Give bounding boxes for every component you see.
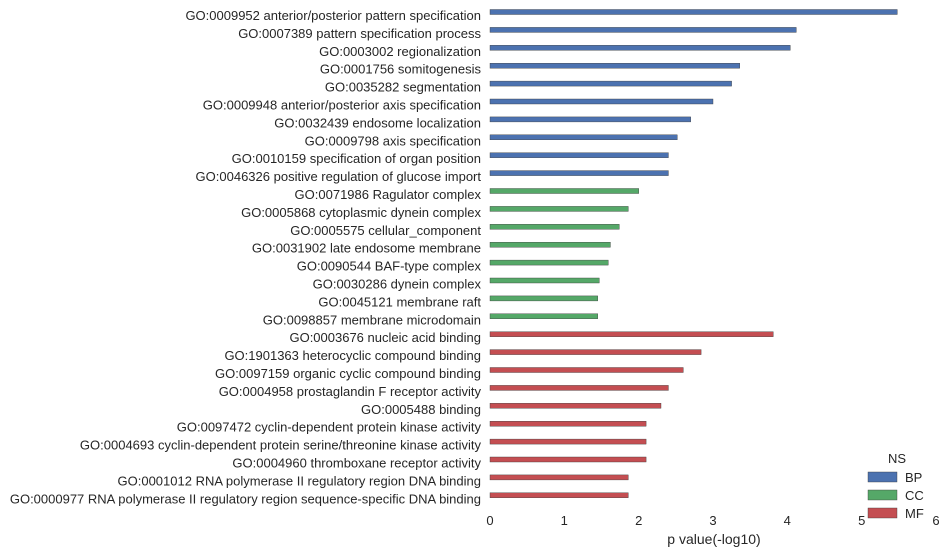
category-label: GO:0090544 BAF-type complex xyxy=(297,259,482,274)
category-label: GO:0031902 late endosome membrane xyxy=(252,241,481,256)
category-label: GO:0097159 organic cyclic compound bindi… xyxy=(215,366,481,381)
legend: NS BP CC MF xyxy=(867,451,924,521)
category-label: GO:0045121 membrane raft xyxy=(318,294,481,309)
legend-swatch-bp xyxy=(867,471,898,483)
x-tick-label: 3 xyxy=(709,513,716,528)
bar-cc xyxy=(489,313,599,319)
bar-bp xyxy=(489,152,669,158)
bar-mf xyxy=(489,421,647,427)
category-label: GO:0005868 cytoplasmic dynein complex xyxy=(241,205,481,220)
category-label: GO:0009948 anterior/posterior axis speci… xyxy=(203,98,481,113)
category-label: GO:0097472 cyclin-dependent protein kina… xyxy=(177,420,482,435)
bar-mf xyxy=(489,403,662,409)
legend-swatch-mf xyxy=(867,507,898,519)
bar-bp xyxy=(489,98,714,105)
category-label: GO:0098857 membrane microdomain xyxy=(263,312,481,327)
category-label: GO:0032439 endosome localization xyxy=(274,115,481,130)
bar-bp xyxy=(489,45,791,51)
bar-mf xyxy=(489,367,684,373)
category-labels: GO:0009952 anterior/posterior pattern sp… xyxy=(10,8,482,506)
x-tick-label: 1 xyxy=(561,513,568,528)
bar-mf xyxy=(489,438,647,445)
bar-mf xyxy=(489,456,647,463)
bar-mf xyxy=(489,492,629,498)
category-label: GO:0001012 RNA polymerase II regulatory … xyxy=(118,473,481,488)
category-label: GO:0007389 pattern specification process xyxy=(238,26,481,41)
category-label: GO:0000977 RNA polymerase II regulatory … xyxy=(10,491,481,506)
category-label: GO:0005488 binding xyxy=(361,402,481,417)
category-label: GO:0030286 dynein complex xyxy=(313,277,482,292)
bar-mf xyxy=(489,474,629,481)
legend-label-bp: BP xyxy=(905,470,922,485)
category-label: GO:0046326 positive regulation of glucos… xyxy=(196,169,482,184)
category-label: GO:0004960 thromboxane receptor activity xyxy=(232,456,481,471)
category-label: GO:0071986 Ragulator complex xyxy=(295,187,482,202)
bar-cc xyxy=(489,224,620,230)
bar-cc xyxy=(489,241,611,248)
bar-mf xyxy=(489,331,774,337)
category-label: GO:0004693 cyclin-dependent protein seri… xyxy=(80,438,482,453)
x-tick-label: 6 xyxy=(932,513,939,528)
x-tick-label: 4 xyxy=(784,513,791,528)
bar-cc xyxy=(489,188,639,194)
legend-title: NS xyxy=(888,451,906,466)
category-label: GO:0035282 segmentation xyxy=(325,80,481,95)
bar-cc xyxy=(489,259,609,266)
category-label: GO:0001756 somitogenesis xyxy=(320,62,482,77)
bar-bp xyxy=(489,27,797,33)
bars-layer xyxy=(489,9,898,498)
category-label: GO:0003676 nucleic acid binding xyxy=(289,330,481,345)
x-tick-label: 2 xyxy=(635,513,642,528)
bar-bp xyxy=(489,170,669,176)
bar-mf xyxy=(489,385,669,391)
category-label: GO:0003002 regionalization xyxy=(319,44,481,59)
bar-bp xyxy=(489,134,678,141)
bar-mf xyxy=(489,349,702,355)
legend-label-cc: CC xyxy=(905,488,924,503)
bar-cc xyxy=(489,206,629,212)
bar-bp xyxy=(489,9,898,15)
category-label: GO:0004958 prostaglandin F receptor acti… xyxy=(219,384,482,399)
x-tick-label: 0 xyxy=(486,513,493,528)
category-label: GO:0010159 specification of organ positi… xyxy=(232,151,481,166)
bar-cc xyxy=(489,295,599,302)
bar-bp xyxy=(489,116,691,123)
x-axis-ticks: 0 1 2 3 4 5 6 xyxy=(486,513,939,528)
category-label: GO:1901363 heterocyclic compound binding xyxy=(224,348,481,363)
bar-bp xyxy=(489,80,732,87)
legend-label-mf: MF xyxy=(905,506,924,521)
x-tick-label: 5 xyxy=(858,513,865,528)
category-label: GO:0009798 axis specification xyxy=(305,133,481,148)
bar-bp xyxy=(489,63,741,69)
category-label: GO:0009952 anterior/posterior pattern sp… xyxy=(185,8,481,23)
bar-cc xyxy=(489,277,600,284)
x-axis-title: p value(-log10) xyxy=(667,531,760,547)
category-label: GO:0005575 cellular_component xyxy=(290,223,481,238)
legend-swatch-cc xyxy=(867,489,898,501)
